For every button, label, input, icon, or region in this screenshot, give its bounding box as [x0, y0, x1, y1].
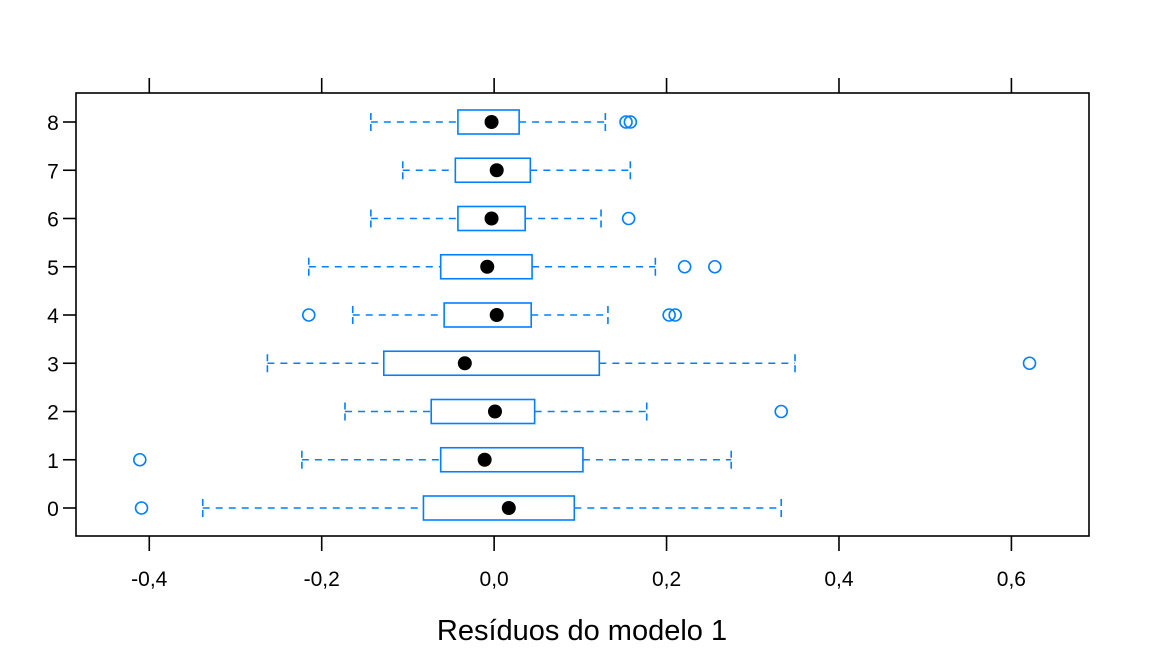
- box-iqr: [439, 446, 584, 473]
- box-group-0: [134, 495, 783, 521]
- y-tick-label: 4: [47, 305, 59, 328]
- outlier-point: [134, 501, 149, 515]
- box-group-5: [307, 253, 722, 280]
- median-dot: [487, 404, 502, 419]
- median-dot: [489, 308, 504, 322]
- outlier-point: [623, 115, 638, 129]
- x-tick-label: -0,4: [131, 568, 168, 591]
- y-tick-label: 0: [47, 498, 59, 521]
- x-tick-label: 0,0: [480, 568, 509, 591]
- y-tick-label: 2: [47, 402, 59, 425]
- x-tick-label: -0,2: [304, 568, 340, 591]
- y-tick-label: 6: [47, 209, 59, 232]
- x-tick-label: 0,2: [652, 568, 681, 591]
- left-axis-ticks: 0 1 2 3 4 5 6 7 8: [47, 112, 76, 521]
- outlier-point: [301, 308, 316, 322]
- x-tick-label: 0,6: [997, 568, 1026, 591]
- x-axis-label: Resíduos do modelo 1: [437, 615, 727, 647]
- box-series: [132, 109, 1037, 521]
- median-dot: [477, 452, 492, 467]
- y-tick-label: 1: [47, 450, 59, 473]
- bottom-axis-ticks: -0,4 -0,2 0,0 0,2 0,4 0,6: [131, 536, 1026, 591]
- y-tick-label: 3: [47, 353, 59, 376]
- top-axis-ticks: [148, 78, 1013, 93]
- median-dot: [489, 163, 504, 178]
- box-iqr: [443, 302, 533, 328]
- box-iqr: [382, 350, 601, 377]
- box-group-4: [301, 302, 682, 328]
- outlier-point: [619, 115, 633, 129]
- y-tick-label: 8: [47, 112, 59, 135]
- outlier-point: [677, 259, 692, 274]
- outlier-point: [621, 211, 636, 226]
- box-group-7: [401, 157, 632, 184]
- box-iqr: [430, 398, 536, 425]
- median-dot: [484, 211, 499, 226]
- y-tick-label: 5: [47, 257, 59, 280]
- median-dot: [457, 356, 472, 371]
- outlier-point: [708, 259, 722, 274]
- median-dot: [480, 259, 495, 274]
- median-dot: [484, 115, 499, 129]
- box-group-1: [132, 446, 733, 473]
- box-group-8: [370, 109, 638, 135]
- box-group-2: [344, 398, 789, 425]
- box-group-6: [370, 205, 636, 232]
- y-tick-label: 7: [47, 160, 59, 183]
- outlier-point: [132, 452, 147, 467]
- outlier-point: [1022, 356, 1037, 371]
- box-group-3: [266, 350, 1037, 377]
- x-tick-label: 0,4: [824, 568, 854, 591]
- outlier-point: [774, 404, 789, 419]
- box-iqr: [422, 495, 576, 521]
- median-dot: [501, 501, 516, 515]
- outlier-point: [668, 308, 682, 322]
- outlier-point: [662, 308, 676, 322]
